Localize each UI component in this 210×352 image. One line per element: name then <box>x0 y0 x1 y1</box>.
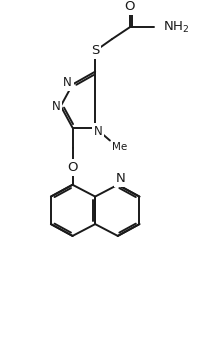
Text: N: N <box>116 172 126 186</box>
Text: N: N <box>51 100 60 113</box>
Text: S: S <box>91 44 99 57</box>
Text: NH$_2$: NH$_2$ <box>163 20 189 35</box>
Text: Me: Me <box>112 143 127 152</box>
Text: O: O <box>124 0 135 13</box>
Text: N: N <box>94 125 102 138</box>
Text: N: N <box>63 76 72 89</box>
Text: O: O <box>67 161 78 174</box>
